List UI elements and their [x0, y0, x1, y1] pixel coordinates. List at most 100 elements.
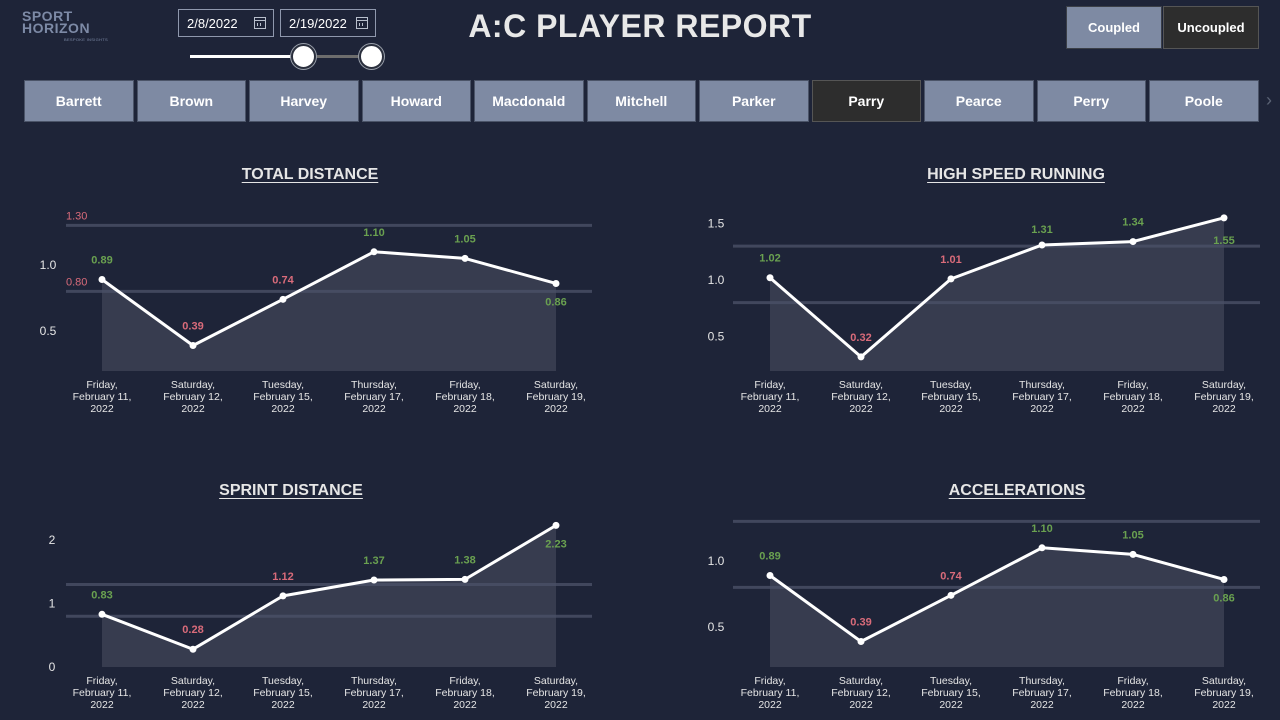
- x-tick-label: Friday, February 11, 2022: [741, 675, 800, 711]
- x-tick-label: Saturday, February 12, 2022: [831, 379, 891, 415]
- slider-start-handle[interactable]: [291, 44, 316, 69]
- data-point[interactable]: [857, 638, 865, 646]
- x-tick-label: Friday, February 11, 2022: [73, 675, 132, 711]
- data-point[interactable]: [461, 575, 469, 583]
- data-point[interactable]: [98, 610, 106, 618]
- player-button-barrett[interactable]: Barrett: [24, 80, 134, 122]
- data-point[interactable]: [189, 645, 197, 653]
- uncoupled-button[interactable]: Uncoupled: [1163, 6, 1259, 49]
- data-point[interactable]: [370, 576, 378, 584]
- data-point[interactable]: [461, 254, 469, 262]
- player-button-mitchell[interactable]: Mitchell: [586, 80, 696, 122]
- data-point[interactable]: [1129, 238, 1137, 246]
- data-point[interactable]: [1129, 550, 1137, 558]
- player-button-parker[interactable]: Parker: [699, 80, 809, 122]
- x-tick-label: Thursday, February 17, 2022: [344, 379, 404, 415]
- end-date-value: 2/19/2022: [289, 15, 347, 31]
- data-point[interactable]: [857, 353, 865, 361]
- x-tick-label: Friday, February 11, 2022: [73, 379, 132, 415]
- y-tick-label: 1.0: [40, 258, 57, 272]
- data-label: 0.83: [91, 589, 112, 601]
- data-label: 0.28: [182, 624, 203, 636]
- y-tick-label: 1.0: [708, 554, 725, 568]
- data-label: 1.12: [272, 571, 293, 583]
- chevron-right-icon[interactable]: ›: [1266, 90, 1272, 110]
- data-point[interactable]: [98, 276, 106, 284]
- data-point[interactable]: [279, 295, 287, 303]
- slider-end-handle[interactable]: [359, 44, 384, 69]
- y-tick-label: 0.5: [708, 330, 725, 344]
- data-label: 1.02: [759, 253, 780, 265]
- player-button-parry[interactable]: Parry: [811, 80, 921, 122]
- player-button-macdonald[interactable]: Macdonald: [474, 80, 584, 122]
- data-point[interactable]: [189, 342, 197, 350]
- logo-line-2: HORIZON: [22, 20, 91, 36]
- data-point[interactable]: [370, 248, 378, 256]
- data-point[interactable]: [552, 521, 560, 529]
- player-button-howard[interactable]: Howard: [361, 80, 471, 122]
- slider-track-filled: [190, 55, 304, 58]
- chart-title-total-distance: TOTAL DISTANCE: [241, 166, 379, 183]
- data-point[interactable]: [279, 592, 287, 600]
- data-label: 1.05: [454, 233, 475, 245]
- start-date-input[interactable]: 2/8/2022: [178, 9, 274, 37]
- data-label: 0.39: [182, 321, 203, 333]
- chart-high-speed-running: 0.5 1.0 1.5 1.02 0.32 1.01 1.31 1.34 1.55 Friday,…: [708, 214, 1260, 415]
- data-label: 0.32: [850, 332, 871, 344]
- calendar-icon[interactable]: [356, 17, 368, 29]
- data-point[interactable]: [1220, 575, 1228, 583]
- data-point[interactable]: [1038, 241, 1046, 249]
- x-tick-label: Saturday, February 19, 2022: [526, 675, 586, 711]
- y-tick-label: 0: [49, 660, 56, 674]
- data-label: 1.05: [1122, 529, 1143, 541]
- chart-sprint-distance: 0 1 2 0.83 0.28 1.12 1.37 1.38 2.23 Friday, Februa…: [49, 521, 592, 711]
- x-tick-label: Thursday, February 17, 2022: [344, 675, 404, 711]
- area-fill: [770, 217, 1224, 371]
- data-point[interactable]: [1220, 214, 1228, 222]
- player-button-poole[interactable]: Poole: [1149, 80, 1259, 122]
- x-tick-label: Tuesday, February 15, 2022: [921, 675, 981, 711]
- data-line: [769, 546, 1225, 644]
- data-label: 1.38: [454, 554, 475, 566]
- calendar-icon[interactable]: [254, 17, 266, 29]
- x-tick-label: Tuesday, February 15, 2022: [253, 675, 313, 711]
- data-label: 0.86: [1213, 592, 1234, 604]
- data-point[interactable]: [552, 279, 560, 287]
- reference-line-label: 1.30: [66, 210, 87, 222]
- data-label: 1.37: [363, 555, 384, 567]
- y-tick-label: 2: [49, 533, 56, 547]
- data-label: 0.89: [759, 551, 780, 563]
- coupled-button[interactable]: Coupled: [1066, 6, 1162, 49]
- chart-accelerations: 0.5 1.0 0.89 0.39 0.74 1.10 1.05 0.86 Friday, Feb…: [708, 519, 1260, 711]
- x-tick-label: Friday, February 18, 2022: [435, 379, 495, 415]
- data-point[interactable]: [766, 274, 774, 282]
- page-title: A:C PLAYER REPORT: [468, 8, 812, 44]
- chart-title-sprint-distance: SPRINT DISTANCE: [219, 482, 363, 499]
- data-label: 0.74: [940, 570, 962, 582]
- data-label: 0.89: [91, 255, 112, 267]
- player-button-perry[interactable]: Perry: [1036, 80, 1146, 122]
- reference-line-label: 0.80: [66, 276, 87, 288]
- x-tick-label: Tuesday, February 15, 2022: [253, 379, 313, 415]
- date-range-slider[interactable]: [190, 44, 385, 70]
- y-tick-label: 1: [49, 597, 56, 611]
- data-point[interactable]: [947, 591, 955, 599]
- sport-horizon-logo: SPORT HORIZON BESPOKE INSIGHTS: [20, 8, 120, 42]
- area-fill: [102, 251, 556, 371]
- player-button-brown[interactable]: Brown: [136, 80, 246, 122]
- data-label: 1.01: [940, 254, 961, 266]
- area-fill: [770, 547, 1224, 667]
- x-tick-label: Thursday, February 17, 2022: [1012, 675, 1072, 711]
- player-button-harvey[interactable]: Harvey: [249, 80, 359, 122]
- data-point[interactable]: [1038, 544, 1046, 552]
- player-button-pearce[interactable]: Pearce: [924, 80, 1034, 122]
- x-tick-label: Thursday, February 17, 2022: [1012, 379, 1072, 415]
- data-point[interactable]: [766, 572, 774, 580]
- data-label: 1.10: [363, 227, 384, 239]
- x-tick-label: Saturday, February 12, 2022: [831, 675, 891, 711]
- area-fill: [102, 525, 556, 667]
- data-point[interactable]: [947, 275, 955, 283]
- end-date-input[interactable]: 2/19/2022: [280, 9, 376, 37]
- y-tick-label: 1.0: [708, 273, 725, 287]
